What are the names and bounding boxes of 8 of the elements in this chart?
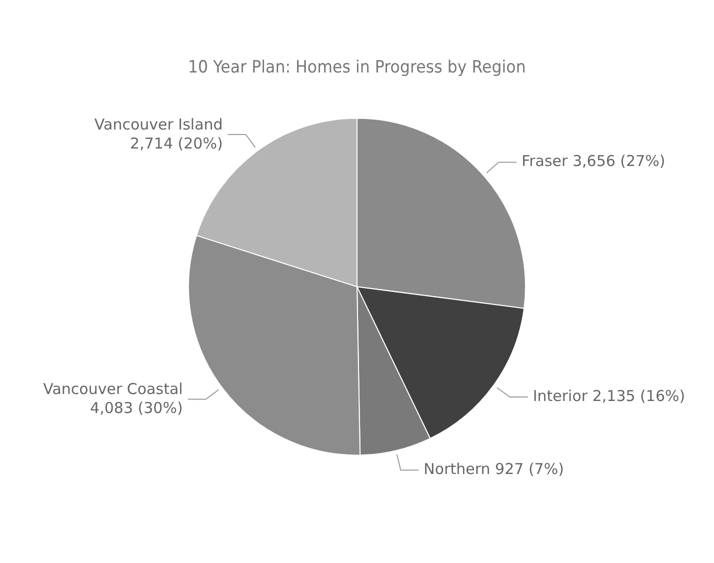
- slice-label: Fraser 3,656 (27%): [522, 152, 666, 170]
- data-label: 4,083 (30%): [90, 399, 183, 418]
- slice-label: Interior 2,135 (16%): [532, 386, 686, 405]
- slice-label: Vancouver Island: [94, 115, 223, 134]
- slice-label: Vancouver Coastal: [43, 380, 183, 398]
- chart-title: 10 Year Plan: Homes in Progress by Region: [188, 57, 526, 77]
- data-label: 2,714 (20%): [130, 134, 223, 152]
- slice-label: Northern 927 (7%): [424, 460, 564, 478]
